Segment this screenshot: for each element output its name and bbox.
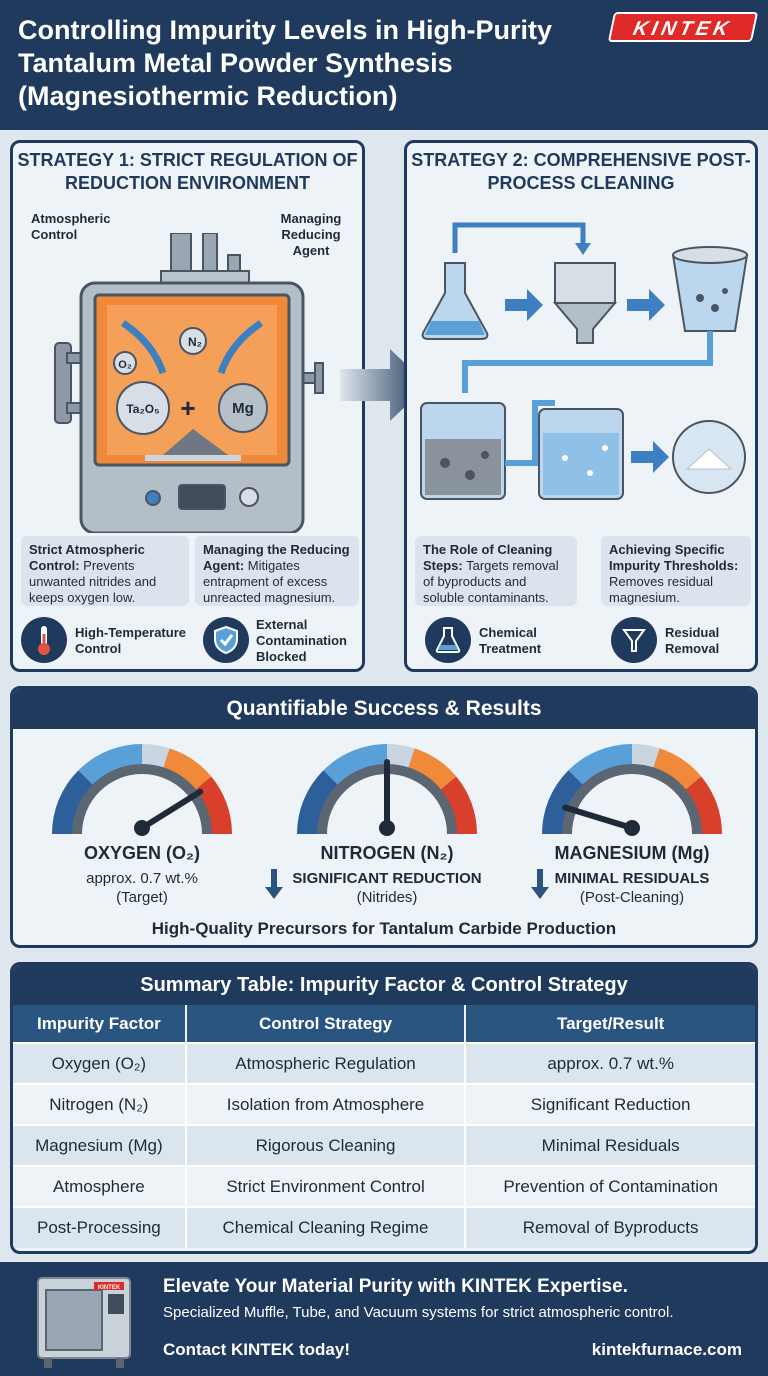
results-panel: Quantifiable Success & Results OXYGEN (O… [10, 686, 758, 948]
table-cell: Isolation from Atmosphere [185, 1083, 467, 1125]
down-arrow-icon [531, 869, 549, 899]
icon-label-chemical: Chemical Treatment [479, 625, 542, 656]
gauge-note-magnesium: (Post-Cleaning) [579, 889, 685, 906]
gauge-note-nitrogen: (Nitrides) [356, 889, 418, 906]
icon-label-high-temp: High-Temperature Control [75, 625, 186, 656]
gauge-value-nitrogen: SIGNIFICANT REDUCTION [292, 870, 482, 887]
column-header: Impurity Factor [13, 1005, 187, 1043]
table-cell: Rigorous Cleaning [185, 1124, 467, 1166]
box-bold: Achieving Specific Impurity Thresholds: [609, 542, 739, 573]
kintek-logo[interactable]: KINTEK [607, 12, 759, 42]
summary-table: Impurity Factor Control Strategy Target/… [13, 1005, 755, 1248]
table-row: Oxygen (O₂) Atmospheric Regulation appro… [13, 1042, 755, 1084]
flask-icon [425, 617, 471, 663]
strategy2-box-cleaning-role: The Role of Cleaning Steps: Targets remo… [415, 536, 577, 606]
chem-n2: N₂ [188, 335, 202, 349]
footer-headline: Elevate Your Material Purity with KINTEK… [163, 1276, 628, 1297]
column-header: Control Strategy [185, 1005, 467, 1043]
furnace-device-label: KINTEK [98, 1285, 121, 1291]
strategy1-box-reducing-agent: Managing the Reducing Agent: Mitigates e… [195, 536, 359, 606]
summary-title: Summary Table: Impurity Factor & Control… [13, 965, 755, 1005]
magnesium-gauge [542, 744, 722, 836]
muffle-furnace-icon: KINTEK [37, 1277, 131, 1368]
chem-mg: Mg [232, 400, 254, 417]
callout-managing-reducing-agent: Managing Reducing Agent [280, 211, 342, 258]
table-cell: Prevention of Contamination [465, 1165, 755, 1207]
table-row: Post-Processing Chemical Cleaning Regime… [13, 1206, 755, 1248]
table-cell: Atmosphere [13, 1165, 187, 1207]
box-bold: The Role of Cleaning Steps: [423, 542, 553, 573]
chem-ta2o5: Ta₂O₅ [126, 402, 160, 416]
table-cell: Oxygen (O₂) [13, 1042, 187, 1084]
gauge-value-oxygen: approx. 0.7 wt.% [86, 870, 198, 887]
results-conclusion: High-Quality Precursors for Tantalum Car… [151, 919, 617, 938]
chem-o2: O₂ [118, 359, 132, 371]
chem-plus: + [180, 393, 196, 423]
strategy1-title: Strategy 1: Strict Regulation of Reducti… [17, 150, 358, 193]
thermometer-icon [21, 617, 67, 663]
page-title: Controlling Impurity Levels in High-Puri… [18, 15, 553, 111]
table-cell: Atmospheric Regulation [185, 1042, 467, 1084]
summary-panel: Summary Table: Impurity Factor & Control… [10, 962, 758, 1254]
box-text: Prevents unwanted nitrides and keeps oxy… [29, 558, 157, 605]
results-title: Quantifiable Success & Results [13, 689, 755, 729]
box-text: Removes residual magnesium. [609, 574, 714, 605]
funnel-icon [611, 617, 657, 663]
box-text: Mitigates entrapment of excess unreacted… [203, 558, 336, 605]
shield-icon [203, 617, 249, 663]
strategy1-box-atmospheric: Strict Atmospheric Control: Prevents unw… [21, 536, 189, 606]
nitrogen-gauge [297, 744, 477, 836]
footer-subline: Specialized Muffle, Tube, and Vacuum sys… [163, 1304, 674, 1321]
table-header-row: Impurity Factor Control Strategy Target/… [13, 1005, 755, 1043]
cleaning-process-illustration [420, 222, 749, 500]
table-cell: Significant Reduction [465, 1083, 755, 1125]
strategy2-box-thresholds: Achieving Specific Impurity Thresholds: … [601, 536, 751, 606]
table-cell: Magnesium (Mg) [13, 1124, 187, 1166]
gauge-title-oxygen: OXYGEN (O₂) [83, 843, 200, 863]
table-cell: approx. 0.7 wt.% [465, 1042, 755, 1084]
down-arrow-icon [265, 869, 283, 899]
box-bold: Strict Atmospheric Control: [29, 542, 145, 573]
box-text: Targets removal of byproducts and solubl… [423, 558, 559, 605]
box-bold: Managing the Reducing Agent: [203, 542, 350, 573]
gauge-note-oxygen: (Target) [116, 889, 168, 906]
table-cell: Nitrogen (N₂) [13, 1083, 187, 1125]
website-link[interactable]: kintekfurnace.com [591, 1340, 742, 1359]
callout-atmospheric-control: Atmospheric Control [31, 211, 111, 242]
footer: KINTEK Elevate Your Material Purity with… [0, 1262, 768, 1376]
column-header: Target/Result [465, 1005, 755, 1043]
table-cell: Minimal Residuals [465, 1124, 755, 1166]
table-row: Nitrogen (N₂) Isolation from Atmosphere … [13, 1083, 755, 1125]
header: Controlling Impurity Levels in High-Puri… [0, 0, 768, 130]
table-cell: Strict Environment Control [185, 1165, 467, 1207]
icon-label-contamination: External Contamination Blocked [256, 617, 347, 664]
gauge-needle [562, 804, 635, 831]
gauge-needle [139, 788, 204, 831]
strategy1-panel: Strategy 1: Strict Regulation of Reducti… [10, 140, 365, 672]
oxygen-gauge [52, 744, 232, 836]
gauge-title-magnesium: MAGNESIUM (Mg) [554, 843, 710, 863]
icon-label-residual: Residual Removal [665, 625, 720, 656]
strategy2-panel: Strategy 2: Comprehensive Post-Process C… [404, 140, 758, 672]
table-row: Atmosphere Strict Environment Control Pr… [13, 1165, 755, 1207]
furnace-illustration [54, 233, 324, 533]
gauge-value-magnesium: MINIMAL RESIDUALS [554, 870, 710, 887]
table-cell: Removal of Byproducts [465, 1206, 755, 1248]
strategy2-title: Strategy 2: Comprehensive Post-Process C… [411, 150, 751, 193]
table-cell: Chemical Cleaning Regime [185, 1206, 467, 1248]
table-cell: Post-Processing [13, 1206, 187, 1248]
table-row: Magnesium (Mg) Rigorous Cleaning Minimal… [13, 1124, 755, 1166]
contact-link[interactable]: Contact KINTEK today! [163, 1340, 350, 1359]
gauge-title-nitrogen: NITROGEN (N₂) [320, 843, 454, 863]
